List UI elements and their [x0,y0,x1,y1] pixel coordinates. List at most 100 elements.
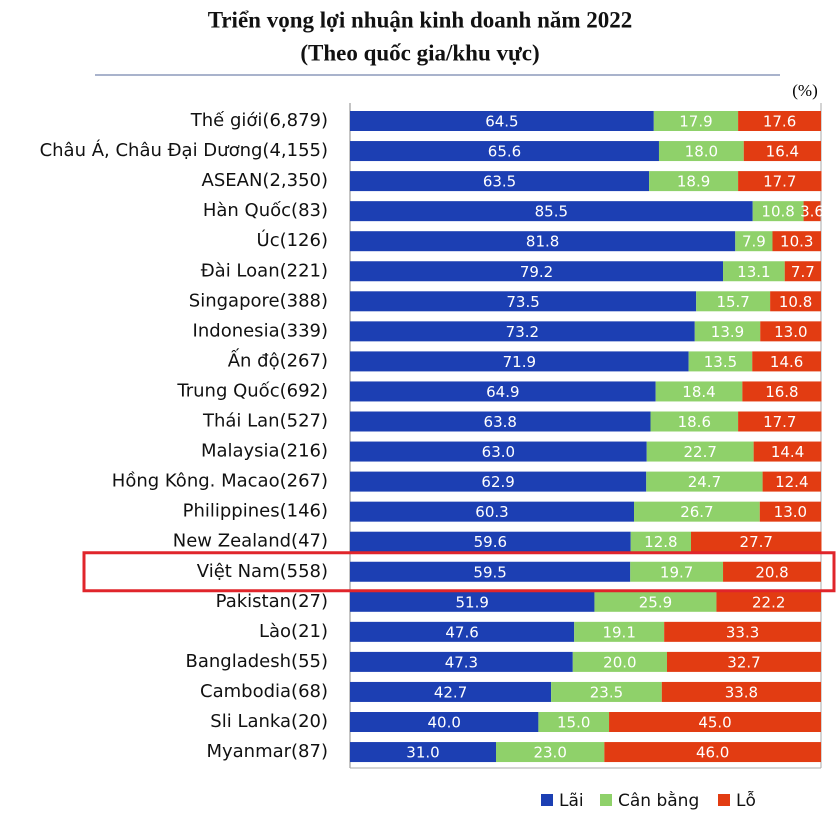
legend-label: Lãi [559,791,584,811]
bar-segment [772,231,821,252]
bar-segment [646,471,763,492]
category-label: Cambodia(68) [200,681,328,702]
bar-segment [752,201,804,222]
bar-segment [664,621,821,642]
bar-segment [350,621,575,642]
value-label: 16.8 [765,383,798,401]
bar-segment [742,381,822,402]
value-label: 3.6 [800,203,824,221]
bar-segment [350,141,659,162]
value-label: 12.4 [775,473,808,491]
bar-segment [650,411,739,432]
value-label: 19.1 [602,623,635,641]
bar-segment [350,381,656,402]
category-label: ASEAN(2,350) [202,170,328,191]
category-label: New Zealand(47) [173,531,328,552]
value-label: 65.6 [488,143,521,161]
bar-segment [350,441,647,462]
bar-segment [694,321,761,342]
category-label: Ấn độ(267) [228,347,328,371]
value-label: 62.9 [481,473,514,491]
category-label: Philippines(146) [183,501,328,522]
value-label: 42.7 [434,683,467,701]
value-label: 20.8 [755,563,788,581]
bar-segment [572,651,667,672]
category-label: Bangladesh(55) [186,651,328,672]
legend-swatch [541,794,553,806]
value-label: 7.9 [742,233,766,251]
category-label: Thế giới(6,879) [190,110,328,131]
bar-segment [691,531,822,552]
bar-segment [538,712,610,732]
value-label: 24.7 [688,473,721,491]
bar-segment [803,201,821,222]
bar-segment [350,261,724,282]
bar-segment [738,411,822,432]
value-label: 45.0 [698,714,731,732]
bar-segment [743,141,821,162]
value-label: 73.5 [506,293,539,311]
value-label: 79.2 [520,263,553,281]
value-label: 23.5 [590,683,623,701]
legend-swatch [600,794,612,806]
bar-segment [784,261,821,282]
value-label: 51.9 [456,593,489,611]
value-label: 64.5 [485,113,518,131]
bar-segment [653,111,739,131]
value-label: 47.6 [445,623,478,641]
category-label: Singapore(388) [189,290,328,311]
value-label: 32.7 [727,653,760,671]
value-label: 13.5 [704,353,737,371]
value-label: 26.7 [680,503,713,521]
legend-swatch [718,794,730,806]
category-label: Pakistan(27) [216,591,328,612]
value-label: 10.8 [761,203,794,221]
value-label: 13.1 [737,263,770,281]
bar-segment [655,381,743,402]
value-label: 23.0 [533,744,566,762]
value-label: 14.6 [770,353,803,371]
value-label: 12.8 [644,533,677,551]
value-label: 47.3 [445,653,478,671]
value-label: 13.0 [774,503,807,521]
value-label: 60.3 [475,503,508,521]
bar-segment [688,351,753,372]
value-label: 63.8 [484,413,517,431]
value-label: 64.9 [486,383,519,401]
bar-segment [350,291,697,312]
bar-segment [752,351,821,372]
bar-segment [350,681,552,702]
bar-segment [604,742,821,763]
category-label: Indonesia(339) [193,320,328,341]
category-label: Thái Lan(527) [202,411,328,432]
value-label: 7.7 [791,263,815,281]
category-label: Sli Lanka(20) [210,711,328,732]
category-label: Hàn Quốc(83) [203,200,328,221]
value-label: 73.2 [506,323,539,341]
bar-segment [350,501,635,522]
bar-segment [716,591,821,612]
chart-subtitle: (Theo quốc gia/khu vực) [300,40,539,65]
value-label: 27.7 [740,533,773,551]
bar-segment [350,471,647,492]
bar-segment [759,501,821,522]
category-label: Việt Nam(558) [197,561,328,582]
value-label: 15.0 [557,714,590,732]
bar-segment [350,712,539,732]
bar-segment [350,171,650,192]
category-label: Đài Loan(221) [201,260,328,281]
bar-segment [609,712,821,732]
bar-segment [723,261,785,282]
bar-segment [762,471,821,492]
bar-segment [350,651,573,672]
bar-segment [574,621,665,642]
value-label: 19.7 [660,563,693,581]
bar-segment [350,201,753,222]
value-label: 13.0 [774,323,807,341]
legend-label: Cân bằng [618,790,699,811]
bar-segment [649,171,739,192]
bar-segment [630,561,724,582]
bar-segment [630,531,692,552]
value-label: 22.2 [752,593,785,611]
